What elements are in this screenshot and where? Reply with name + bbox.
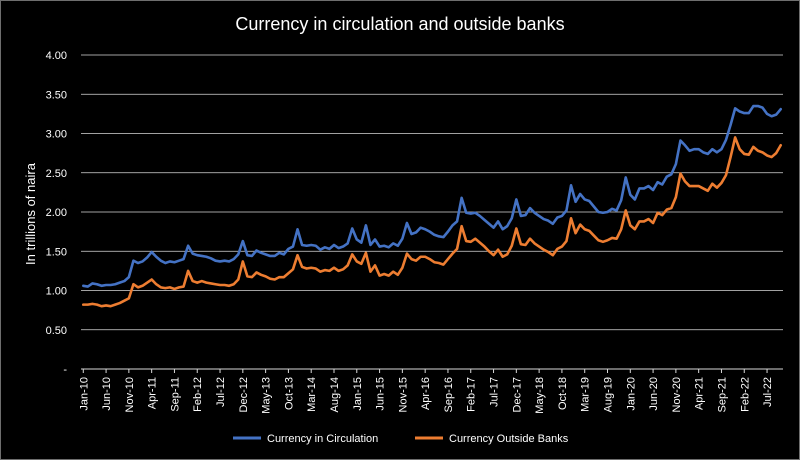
x-tick-label: Sep-16 — [443, 377, 455, 412]
x-tick-label: Nov-15 — [397, 377, 409, 412]
x-tick-label: Jul-17 — [489, 377, 501, 407]
x-tick-label: Dec-17 — [511, 377, 523, 412]
x-tick-label: Jan-20 — [625, 377, 637, 411]
x-tick-label: Feb-12 — [192, 377, 204, 412]
y-tick-label: 1.00 — [46, 286, 67, 298]
y-tick-label: 2.50 — [46, 168, 67, 180]
x-tick-label: Sep-21 — [716, 377, 728, 412]
x-tick-label: Jan-10 — [78, 377, 90, 411]
x-tick-label: Dec-12 — [238, 377, 250, 412]
x-tick-label: Jul-22 — [762, 377, 774, 407]
chart-title: Currency in circulation and outside bank… — [235, 14, 564, 34]
y-axis-ticks: - 0.50 1.00 1.50 2.00 2.50 3.00 3.50 4.00 — [46, 50, 68, 376]
y-tick-label: 3.50 — [46, 89, 67, 101]
x-tick-label: May-18 — [534, 377, 546, 414]
legend: Currency in Circulation Currency Outside … — [233, 433, 569, 445]
x-tick-label: Jun-20 — [648, 377, 660, 411]
x-tick-label: Apr-21 — [694, 377, 706, 410]
x-tick-label: Apr-11 — [147, 377, 159, 409]
series-line-circulation — [81, 104, 783, 288]
legend-label: Currency Outside Banks — [449, 433, 569, 445]
y-tick-label: 1.50 — [46, 246, 67, 258]
x-tick-label: Nov-20 — [671, 377, 683, 412]
y-tick-label: 2.00 — [46, 207, 67, 219]
y-tick-label: 0.50 — [46, 325, 67, 337]
gridlines — [81, 54, 783, 370]
series-line-outside-banks — [81, 136, 783, 308]
y-tick-label: - — [63, 364, 67, 376]
x-tick-label: Oct-18 — [557, 377, 569, 410]
x-tick-label: Jun-10 — [101, 377, 113, 411]
legend-item: Currency Outside Banks — [415, 433, 569, 445]
legend-label: Currency in Circulation — [267, 433, 378, 445]
x-axis-ticks: Jan-10 Jun-10 Nov-10 Apr-11 Sep-11 Feb-12 Jul-… — [78, 369, 774, 414]
x-tick-label: Jan-15 — [352, 377, 364, 411]
x-tick-label: Nov-10 — [124, 377, 136, 412]
x-tick-label: Mar-14 — [306, 377, 318, 412]
series-lines — [81, 104, 783, 308]
x-tick-label: Feb-17 — [466, 377, 478, 412]
x-tick-label: Apr-16 — [420, 377, 432, 410]
x-tick-label: May-13 — [261, 377, 273, 414]
legend-item: Currency in Circulation — [233, 433, 378, 445]
x-tick-label: Oct-13 — [283, 377, 295, 410]
y-tick-label: 3.00 — [46, 129, 67, 141]
x-tick-label: Sep-11 — [169, 377, 181, 412]
x-tick-label: Jul-12 — [215, 377, 227, 407]
y-axis-label: In trillions of naira — [23, 162, 38, 265]
x-tick-label: Aug-14 — [329, 377, 341, 412]
x-tick-label: Aug-19 — [603, 377, 615, 412]
x-tick-label: Jun-15 — [375, 377, 387, 411]
x-tick-label: Mar-19 — [580, 377, 592, 412]
y-tick-label: 4.00 — [46, 50, 67, 62]
x-tick-label: Feb-22 — [739, 377, 751, 412]
